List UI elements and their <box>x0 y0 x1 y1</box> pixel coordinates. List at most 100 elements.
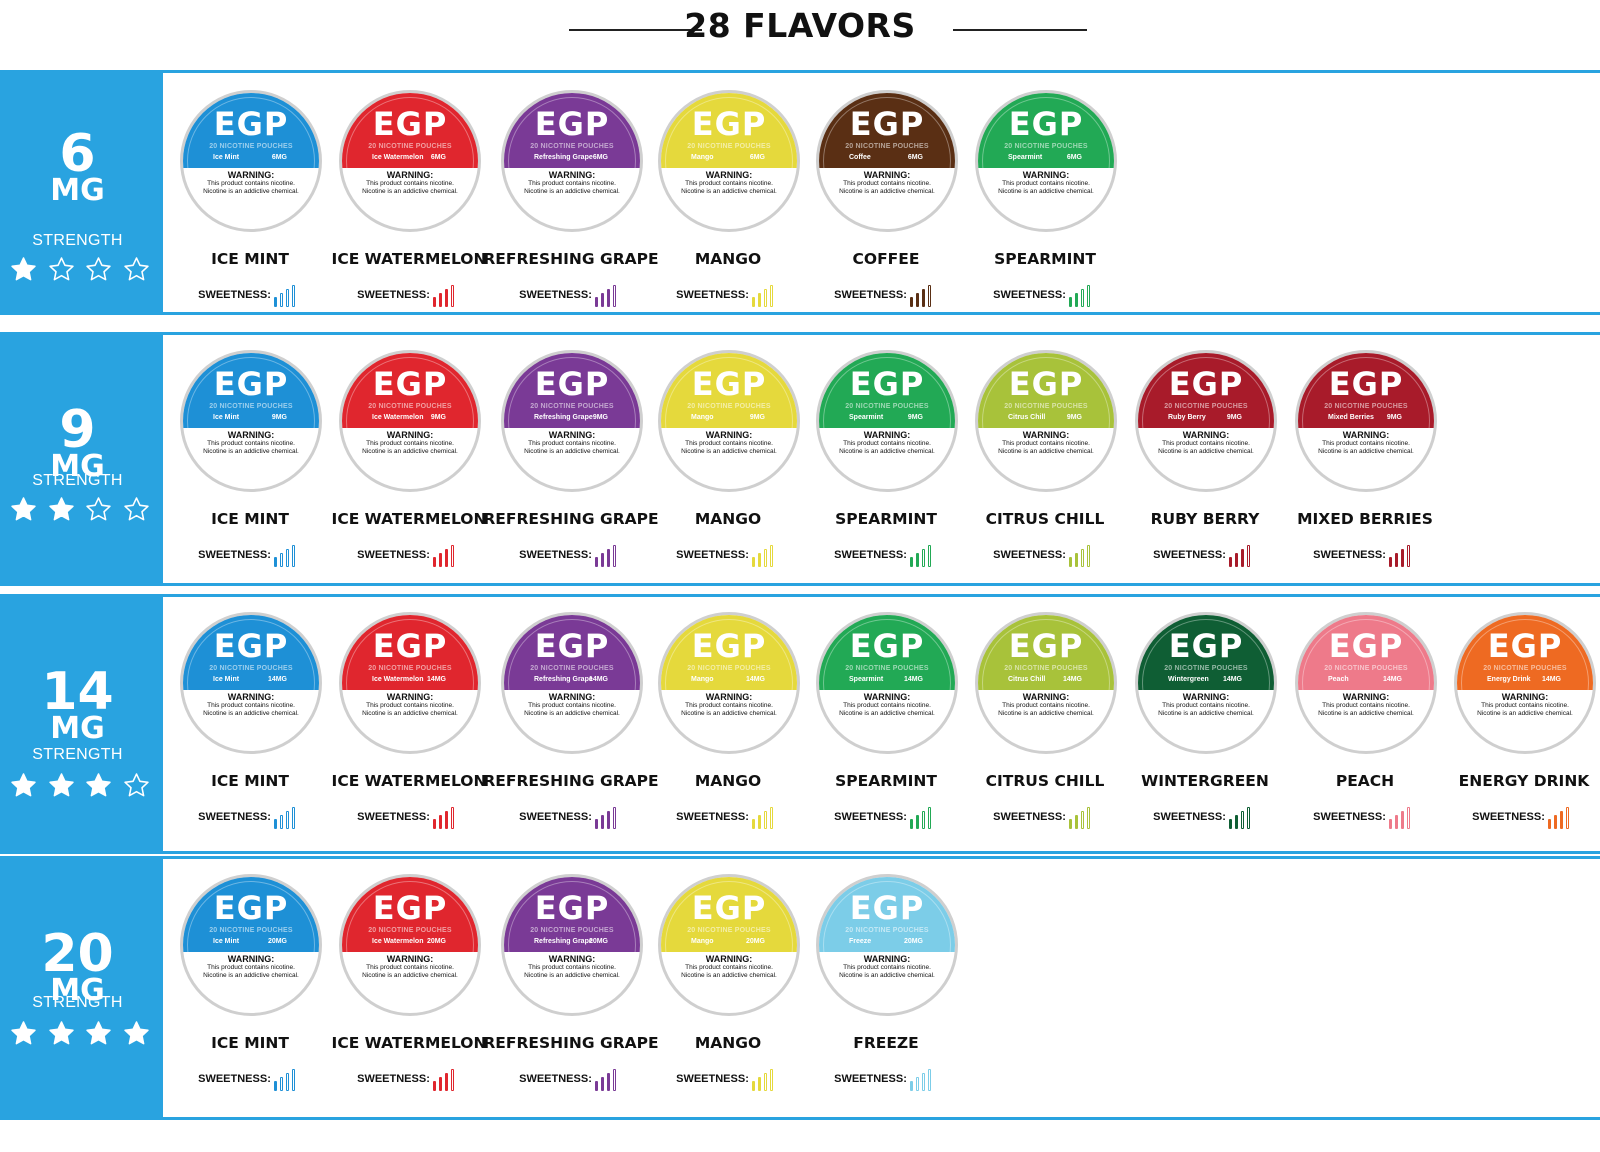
product-card[interactable]: EGP 20 NICOTINE POUCHES Mango 6MG WARNING: Th… <box>650 90 806 307</box>
tin-ring <box>1142 619 1270 747</box>
tin-ring <box>665 97 793 225</box>
product-tin-image[interactable]: EGP 20 NICOTINE POUCHES Spearmint 6MG WARNIN… <box>975 90 1117 232</box>
product-card[interactable]: EGP 20 NICOTINE POUCHES Ice Watermelon 14MG… <box>331 612 487 829</box>
product-tin-image[interactable]: EGP 20 NICOTINE POUCHES Spearmint 9MG WARNIN… <box>816 350 958 492</box>
warning-text: This product contains nicotine. Nicotine… <box>839 701 935 717</box>
product-tin-image[interactable]: EGP 20 NICOTINE POUCHES Ice Watermelon 14MG… <box>339 612 481 754</box>
product-card[interactable]: EGP 20 NICOTINE POUCHES Wintergreen 14MG WAR… <box>1127 612 1283 829</box>
warning-title: WARNING: <box>863 953 911 964</box>
sweetness-bar-filled <box>1228 819 1232 829</box>
product-tin-image[interactable]: EGP 20 NICOTINE POUCHES Citrus Chill 14MG WA… <box>975 612 1117 754</box>
product-card[interactable]: EGP 20 NICOTINE POUCHES Ruby Berry 9MG WARNI… <box>1127 350 1283 567</box>
product-card[interactable]: EGP 20 NICOTINE POUCHES Refreshing Grape 9M… <box>483 350 659 567</box>
product-tin-image[interactable]: EGP 20 NICOTINE POUCHES Ice Watermelon 20MG… <box>339 874 481 1016</box>
sweetness-label: SWEETNESS: <box>1472 811 1545 823</box>
sweetness-label: SWEETNESS: <box>198 549 271 561</box>
product-tin-image[interactable]: EGP 20 NICOTINE POUCHES Spearmint 14MG WARNI… <box>816 612 958 754</box>
product-tin-image[interactable]: EGP 20 NICOTINE POUCHES Mango 9MG WARNING: Th… <box>658 350 800 492</box>
product-card[interactable]: EGP 20 NICOTINE POUCHES Mango 20MG WARNING: T… <box>650 874 806 1091</box>
product-tin-image[interactable]: EGP 20 NICOTINE POUCHES Ice Watermelon 6MG W… <box>339 90 481 232</box>
product-tin-image[interactable]: EGP 20 NICOTINE POUCHES Mango 14MG WARNING: T… <box>658 612 800 754</box>
tin-subtitle: 20 NICOTINE POUCHES <box>1164 403 1248 410</box>
product-card[interactable]: EGP 20 NICOTINE POUCHES Refreshing Grape 14… <box>483 612 659 829</box>
product-card[interactable]: EGP 20 NICOTINE POUCHES Ice Watermelon 6MG W… <box>331 90 487 307</box>
product-card[interactable]: EGP 20 NICOTINE POUCHES Coffee 6MG WARNING: T… <box>808 90 964 307</box>
product-tin-image[interactable]: EGP 20 NICOTINE POUCHES Ice Mint 14MG WARNIN… <box>180 612 322 754</box>
sweetness-bar-filled <box>1234 553 1238 567</box>
warning-title: WARNING: <box>705 953 753 964</box>
sweetness-bar-empty <box>763 549 767 567</box>
tin-warning: WARNING: This product contains nicotine. … <box>978 690 1114 718</box>
sweetness-bar-filled <box>594 297 598 307</box>
tin-flavor-label: Mango <box>691 154 714 161</box>
strength-panel: 14 MG STRENGTH <box>0 594 163 854</box>
tin-brand-logo: EGP <box>691 627 767 665</box>
sweetness-indicator: SWEETNESS: <box>967 805 1123 829</box>
product-card[interactable]: EGP 20 NICOTINE POUCHES Refreshing Grape 6M… <box>483 90 659 307</box>
tin-ring <box>346 357 474 485</box>
product-tin-image[interactable]: EGP 20 NICOTINE POUCHES Mango 6MG WARNING: Th… <box>658 90 800 232</box>
sweetness-bar-empty <box>769 285 773 307</box>
tin-ring <box>665 357 793 485</box>
product-card[interactable]: EGP 20 NICOTINE POUCHES Ice Watermelon 20MG… <box>331 874 487 1091</box>
tin-subtitle: 20 NICOTINE POUCHES <box>1004 143 1088 150</box>
tin-subtitle: 20 NICOTINE POUCHES <box>687 665 771 672</box>
product-card[interactable]: EGP 20 NICOTINE POUCHES Peach 14MG WARNING: T… <box>1287 612 1443 829</box>
product-tin-image[interactable]: EGP 20 NICOTINE POUCHES Refreshing Grape 9M… <box>501 350 643 492</box>
product-tin-image[interactable]: EGP 20 NICOTINE POUCHES Mango 20MG WARNING: T… <box>658 874 800 1016</box>
product-tin-image[interactable]: EGP 20 NICOTINE POUCHES Ice Watermelon 9MG W… <box>339 350 481 492</box>
product-tin-image[interactable]: EGP 20 NICOTINE POUCHES Refreshing Grape 6M… <box>501 90 643 232</box>
tin-warning: WARNING: This product contains nicotine. … <box>342 690 478 718</box>
sweetness-bars <box>432 283 461 307</box>
tin-strength-label: 14MG <box>903 676 923 683</box>
sweetness-bar-empty <box>1406 545 1410 567</box>
sweetness-bar-empty <box>1406 807 1410 829</box>
product-card[interactable]: EGP 20 NICOTINE POUCHES Ice Mint 14MG WARNIN… <box>172 612 328 829</box>
product-tin-image[interactable]: EGP 20 NICOTINE POUCHES Ice Mint 6MG WARNING… <box>180 90 322 232</box>
sweetness-bar-empty <box>1086 807 1090 829</box>
tin-flavor-label: Ice Watermelon <box>372 676 424 683</box>
product-card[interactable]: EGP 20 NICOTINE POUCHES Citrus Chill 9MG WAR… <box>967 350 1123 567</box>
product-card[interactable]: EGP 20 NICOTINE POUCHES Energy Drink 14MG WA… <box>1446 612 1600 829</box>
product-card[interactable]: EGP 20 NICOTINE POUCHES Spearmint 14MG WARNI… <box>808 612 964 829</box>
product-card[interactable]: EGP 20 NICOTINE POUCHES Spearmint 6MG WARNIN… <box>967 90 1123 307</box>
product-card[interactable]: EGP 20 NICOTINE POUCHES Mixed Berries 9MG WA… <box>1287 350 1443 567</box>
product-card[interactable]: EGP 20 NICOTINE POUCHES Ice Mint 20MG WARNIN… <box>172 874 328 1091</box>
product-card[interactable]: EGP 20 NICOTINE POUCHES Citrus Chill 14MG WA… <box>967 612 1123 829</box>
sweetness-bar-empty <box>763 811 767 829</box>
product-tin-image[interactable]: EGP 20 NICOTINE POUCHES Ruby Berry 9MG WARNI… <box>1135 350 1277 492</box>
sweetness-indicator: SWEETNESS: <box>1127 543 1283 567</box>
tin-ring <box>346 97 474 225</box>
product-tin-image[interactable]: EGP 20 NICOTINE POUCHES Wintergreen 14MG WAR… <box>1135 612 1277 754</box>
product-card[interactable]: EGP 20 NICOTINE POUCHES Freeze 20MG WARNING:… <box>808 874 964 1091</box>
product-tin-image[interactable]: EGP 20 NICOTINE POUCHES Ice Mint 9MG WARNING… <box>180 350 322 492</box>
tin-brand-logo: EGP <box>372 889 448 927</box>
warning-title: WARNING: <box>548 429 596 440</box>
warning-title: WARNING: <box>863 169 911 180</box>
product-tin-image[interactable]: EGP 20 NICOTINE POUCHES Ice Mint 20MG WARNIN… <box>180 874 322 1016</box>
product-tin-image[interactable]: EGP 20 NICOTINE POUCHES Coffee 6MG WARNING: T… <box>816 90 958 232</box>
product-tin-image[interactable]: EGP 20 NICOTINE POUCHES Mixed Berries 9MG WA… <box>1295 350 1437 492</box>
product-tin-image[interactable]: EGP 20 NICOTINE POUCHES Refreshing Grape 20… <box>501 874 643 1016</box>
product-card[interactable]: EGP 20 NICOTINE POUCHES Ice Mint 9MG WARNING… <box>172 350 328 567</box>
product-tin-image[interactable]: EGP 20 NICOTINE POUCHES Peach 14MG WARNING: T… <box>1295 612 1437 754</box>
star-empty-icon <box>48 256 75 283</box>
sweetness-bars <box>909 543 938 567</box>
product-tin-image[interactable]: EGP 20 NICOTINE POUCHES Freeze 20MG WARNING:… <box>816 874 958 1016</box>
sweetness-label: SWEETNESS: <box>676 811 749 823</box>
product-name: MANGO <box>694 772 762 790</box>
product-tin-image[interactable]: EGP 20 NICOTINE POUCHES Citrus Chill 9MG WAR… <box>975 350 1117 492</box>
sweetness-bar-empty <box>769 545 773 567</box>
product-card[interactable]: EGP 20 NICOTINE POUCHES Spearmint 9MG WARNIN… <box>808 350 964 567</box>
product-card[interactable]: EGP 20 NICOTINE POUCHES Ice Mint 6MG WARNING… <box>172 90 328 307</box>
tin-strength-label: 20MG <box>745 938 765 945</box>
product-tin-image[interactable]: EGP 20 NICOTINE POUCHES Refreshing Grape 14… <box>501 612 643 754</box>
product-tin-image[interactable]: EGP 20 NICOTINE POUCHES Energy Drink 14MG WA… <box>1454 612 1596 754</box>
product-card[interactable]: EGP 20 NICOTINE POUCHES Refreshing Grape 20… <box>483 874 659 1091</box>
sweetness-bar-empty <box>279 815 283 829</box>
sweetness-bar-filled <box>1394 815 1398 829</box>
product-card[interactable]: EGP 20 NICOTINE POUCHES Ice Watermelon 9MG W… <box>331 350 487 567</box>
sweetness-indicator: SWEETNESS: <box>650 543 806 567</box>
product-card[interactable]: EGP 20 NICOTINE POUCHES Mango 14MG WARNING: T… <box>650 612 806 829</box>
product-card[interactable]: EGP 20 NICOTINE POUCHES Mango 9MG WARNING: Th… <box>650 350 806 567</box>
